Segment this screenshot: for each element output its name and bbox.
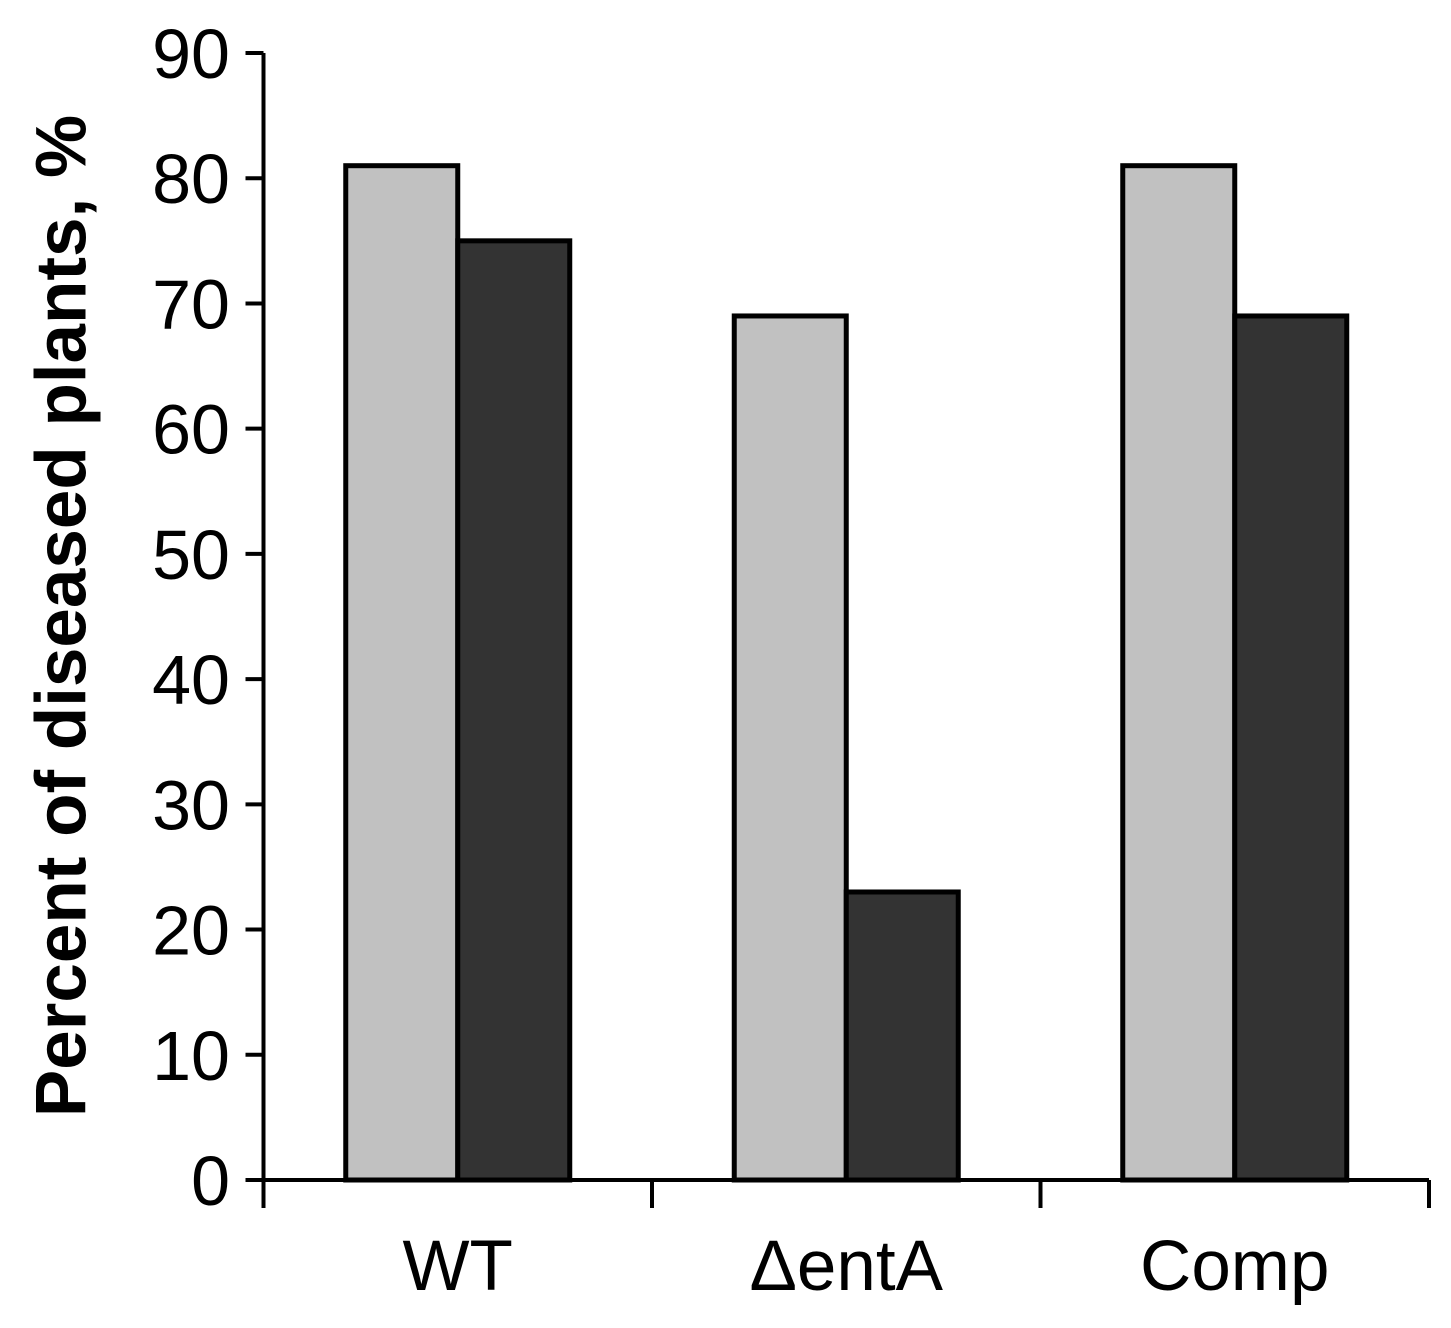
x-category-label: WT bbox=[403, 1227, 513, 1306]
y-tick-label: 70 bbox=[152, 265, 230, 343]
y-tick-label: 40 bbox=[152, 641, 230, 719]
x-category-label: ΔentA bbox=[750, 1227, 944, 1306]
y-tick-label: 50 bbox=[152, 516, 230, 594]
x-category-label: Comp bbox=[1140, 1227, 1329, 1306]
bar-light-gray-series-Comp bbox=[1120, 163, 1238, 1183]
bar-dark-gray-series-WT bbox=[455, 238, 573, 1183]
y-tick-label: 10 bbox=[152, 1017, 230, 1095]
bar-dark-gray-series-Comp bbox=[1232, 313, 1350, 1183]
bar-dark-gray-series-ΔentA bbox=[843, 889, 961, 1183]
bar-light-gray-series-WT bbox=[343, 163, 461, 1183]
y-tick-label: 20 bbox=[152, 892, 230, 970]
y-tick-label: 80 bbox=[152, 140, 230, 218]
y-tick-label: 0 bbox=[191, 1142, 230, 1220]
y-tick-label: 30 bbox=[152, 766, 230, 844]
y-tick-label: 60 bbox=[152, 391, 230, 469]
y-tick-label: 90 bbox=[152, 15, 230, 93]
bar-light-gray-series-ΔentA bbox=[731, 313, 849, 1183]
